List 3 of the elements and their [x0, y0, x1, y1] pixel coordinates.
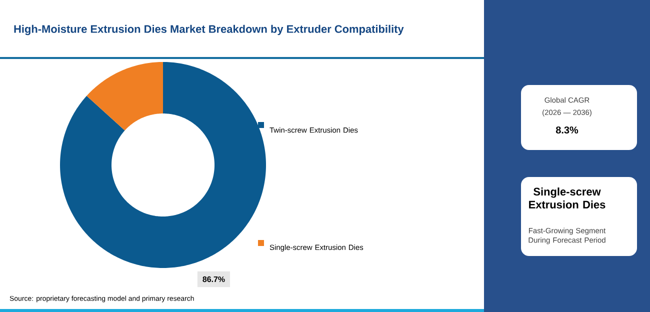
text: 8.3%: [556, 126, 578, 134]
text: Single-screw Extrusion Dies: [529, 188, 606, 208]
chart-title: High-Moisture Extrusion Dies Market Breakdown by Extruder Compatibility: [14, 24, 404, 36]
